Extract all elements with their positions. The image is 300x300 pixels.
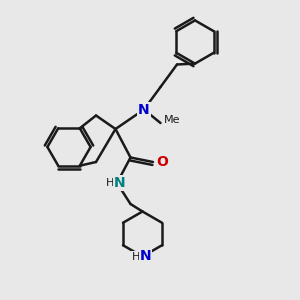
- Text: H: H: [106, 178, 115, 188]
- Text: O: O: [157, 155, 169, 169]
- Text: N: N: [140, 250, 151, 263]
- Text: N: N: [138, 103, 150, 116]
- Text: N: N: [114, 176, 126, 190]
- Text: Me: Me: [164, 115, 180, 125]
- Text: H: H: [132, 251, 140, 262]
